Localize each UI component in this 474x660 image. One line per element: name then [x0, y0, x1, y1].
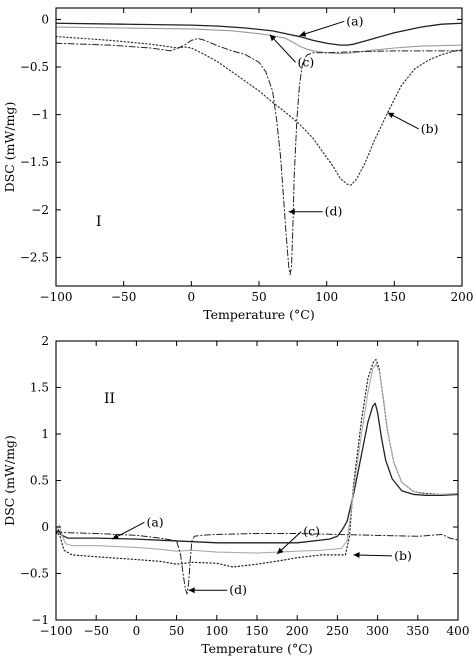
panel-2-series-d-line [56, 531, 458, 595]
panel-1-callout-arrow-line [269, 34, 296, 63]
panel-2-callout-arrowhead [353, 552, 360, 559]
panel-2-panel-label: II [104, 391, 115, 407]
panel-1-x-tick-label: 200 [451, 290, 474, 304]
panel-1-x-tick-label: 150 [383, 290, 406, 304]
panel-1-callout-label: (a) [346, 13, 363, 28]
panel-1-y-tick-label: 0 [41, 12, 49, 26]
panel-2-callout: (c) [276, 524, 320, 555]
panel-1-callout-arrowhead [288, 208, 295, 215]
panel-2-callout-arrow-line [112, 521, 145, 540]
panel-2-x-tick-label: 250 [326, 624, 349, 638]
panel-2-callout: (b) [353, 548, 412, 563]
panel-2-series-b-line [56, 359, 458, 568]
panel-1-callout: (a) [299, 13, 363, 37]
panel-1-y-tick-label: −1 [31, 108, 49, 122]
panel-1-series-b-line [56, 35, 462, 186]
panel-2-callout-label: (d) [229, 582, 247, 597]
panel-1-series-group [56, 22, 462, 276]
panel-2-y-tick-label: 2 [41, 334, 49, 348]
panel-1-y-axis-title: DSC (mW/mg) [2, 102, 17, 193]
panel-2-callout-label: (b) [394, 548, 412, 563]
panel-2-x-tick-label: 400 [447, 624, 470, 638]
panel-2-chart: −100 −50 0 50 100 150 200 250 300 350 400 2 1.5 1 0.5 0… [2, 334, 469, 656]
panel-1-callout-arrow-line [299, 20, 345, 37]
panel-1-callout-arrowhead [269, 34, 277, 42]
panel-1-x-tick-label: −50 [111, 290, 136, 304]
panel-2-x-tick-label: 150 [246, 624, 269, 638]
panel-2-callout-arrowhead [277, 547, 284, 554]
panel-2-x-tick-label: 350 [406, 624, 429, 638]
panel-2-series-c-line [56, 363, 458, 554]
panel-1-chart: −100 −50 0 50 100 150 200 0 −0.5 −1 −1.5 −2 −2.5 Temp… [2, 7, 474, 322]
panel-2-x-tick-label: −50 [84, 624, 109, 638]
panel-1-x-tick-label: 100 [315, 290, 338, 304]
panel-2-x-tick-label: 0 [133, 624, 141, 638]
panel-2-callout-arrowhead [112, 533, 119, 540]
panel-2-x-tick-label: 50 [169, 624, 184, 638]
panel-2-y-tick-label: 0.5 [30, 474, 49, 488]
panel-2-y-tick-label: 1 [41, 427, 49, 441]
panel-2-y-tick-label: −1 [31, 613, 49, 627]
panel-1-callout: (b) [387, 112, 439, 136]
panel-1-series-c-line [56, 26, 462, 55]
panel-1-plot-frame [55, 7, 463, 287]
panel-2-callout: (a) [112, 514, 164, 540]
panel-2-callout: (d) [188, 582, 247, 597]
panel-1-callout-label: (b) [421, 121, 439, 136]
panel-2-y-tick-label: −0.5 [20, 567, 49, 581]
panel-1-callout: (c) [269, 34, 315, 69]
panel-1-callout: (d) [288, 204, 343, 219]
panel-2-x-tick-label: 200 [286, 624, 309, 638]
panel-2-callout-arrowhead [188, 587, 195, 594]
panel-1-callout-label: (c) [298, 54, 315, 69]
panel-2-x-tick-label: −100 [40, 624, 73, 638]
panel-1-y-tick-label: −1.5 [20, 155, 49, 169]
panel-1-series-d-line [56, 37, 462, 276]
panel-1-y-tick-label: −2 [31, 203, 49, 217]
panel-1-panel-label: I [96, 214, 102, 230]
panel-2-x-axis-title: Temperature (°C) [201, 641, 312, 656]
panel-2-callout-arrow-line [353, 554, 393, 557]
panel-1-series-a-line [56, 22, 462, 46]
panel-2-series-group [56, 359, 458, 595]
panel-2-x-tick-label: 100 [205, 624, 228, 638]
panel-2-y-tick-label: 0 [41, 520, 49, 534]
panel-1-callout-arrowhead [387, 112, 395, 119]
panel-1-y-tick-label: −0.5 [20, 60, 49, 74]
panel-1-callout-label: (d) [325, 204, 343, 219]
panel-1-x-axis-title: Temperature (°C) [203, 307, 314, 322]
panel-2-y-axis-title: DSC (mW/mg) [2, 435, 17, 526]
panel-1-x-tick-label: 50 [251, 290, 266, 304]
panel-2-y-tick-label: 1.5 [30, 381, 49, 395]
panel-1-y-tick-label: −2.5 [20, 250, 49, 264]
panel-1-callout-arrowhead [299, 30, 307, 37]
panel-2-series-a-line [56, 402, 458, 544]
panel-2-callout-label: (c) [303, 524, 320, 539]
panel-1-x-tick-label: 0 [188, 290, 196, 304]
panel-1-x-tick-label: −100 [40, 290, 73, 304]
panel-2-plot-frame [55, 340, 459, 621]
panel-2-x-tick-label: 300 [366, 624, 389, 638]
panel-2-callout-label: (a) [146, 514, 163, 529]
